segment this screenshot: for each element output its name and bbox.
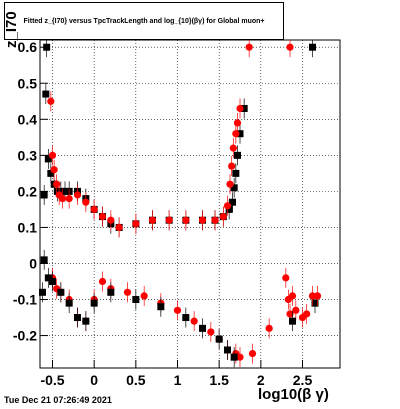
x-tick-label: 0.5 (126, 372, 146, 388)
data-point (47, 169, 55, 177)
data-point (311, 299, 319, 307)
data-point (308, 292, 317, 300)
data-point (190, 317, 198, 325)
data-point (224, 346, 231, 354)
x-tick-label: 2 (257, 372, 265, 388)
data-point (207, 328, 215, 336)
data-point (226, 180, 234, 188)
x-tick-label: 0 (90, 372, 98, 388)
data-point (248, 349, 257, 358)
data-point (40, 256, 48, 264)
data-point (73, 191, 82, 199)
data-point (313, 292, 322, 300)
y-tick-label: 0.4 (18, 111, 38, 127)
data-point (236, 353, 244, 361)
x-axis-label: log10(β γ) (258, 386, 329, 403)
data-point (286, 43, 294, 51)
data-point (240, 104, 248, 112)
data-point (57, 288, 65, 296)
data-point (123, 288, 132, 296)
data-point (182, 216, 190, 224)
data-point (265, 324, 273, 332)
data-point (82, 317, 90, 325)
data-point (61, 187, 69, 195)
data-point (58, 194, 67, 203)
data-point (173, 306, 182, 314)
data-point (225, 205, 233, 213)
data-point (44, 155, 52, 163)
data-point (50, 166, 58, 174)
data-point (228, 162, 236, 170)
data-point (245, 43, 253, 51)
data-point (230, 353, 238, 361)
data-point (233, 119, 242, 127)
data-point (40, 191, 48, 199)
data-point (90, 299, 98, 307)
data-point (53, 180, 61, 188)
data-point (288, 292, 297, 300)
data-point (230, 184, 238, 192)
data-point (74, 314, 81, 322)
data-point (42, 90, 50, 98)
data-point (157, 303, 165, 311)
x-tick-label: -0.5 (40, 372, 64, 388)
data-point (229, 198, 236, 206)
data-point (211, 216, 219, 224)
data-point (232, 130, 240, 138)
data-point (223, 202, 232, 210)
data-point (48, 151, 57, 159)
data-point (47, 97, 55, 105)
data-point (43, 43, 51, 51)
data-point (236, 104, 244, 113)
y-tick-label: 0 (29, 255, 37, 271)
y-tick-label: -0.2 (13, 328, 37, 344)
data-point (199, 324, 206, 332)
x-tick-label: 2.5 (293, 372, 313, 388)
data-point (234, 151, 241, 159)
data-point (98, 277, 107, 286)
data-point (148, 216, 157, 224)
data-point (140, 292, 148, 300)
data-point (65, 194, 73, 203)
data-point (286, 310, 294, 318)
data-point (90, 205, 98, 214)
x-tick-label: 1 (174, 372, 182, 388)
y-tick-label: 0.6 (18, 39, 38, 55)
data-point (107, 216, 115, 224)
timestamp-footer: Tue Dec 21 07:26:49 2021 (4, 395, 112, 405)
data-point (292, 306, 300, 314)
data-point (165, 216, 173, 224)
data-point (115, 223, 123, 232)
chart-title: Fitted z_{I70} versus TpcTrackLength and… (4, 2, 284, 40)
data-point (229, 144, 237, 152)
data-point (82, 198, 90, 206)
data-point (289, 317, 296, 325)
data-point (132, 296, 140, 304)
y-tick-label: 0.2 (18, 183, 38, 199)
data-point (282, 274, 290, 282)
data-point (232, 169, 240, 177)
y-tick-label: 0.1 (18, 219, 38, 235)
y-tick-label: -0.1 (13, 292, 37, 308)
data-point (182, 314, 190, 322)
data-point (132, 220, 140, 228)
data-point (107, 288, 115, 296)
data-point (219, 213, 227, 221)
data-point (39, 288, 46, 296)
data-point (236, 130, 244, 138)
data-point (303, 310, 311, 318)
x-tick-label: 1.5 (209, 372, 229, 388)
data-point (44, 274, 52, 282)
data-point (309, 43, 316, 51)
y-tick-label: 0.3 (18, 147, 38, 163)
data-point (57, 187, 65, 195)
data-point (215, 335, 223, 343)
data-point (49, 277, 56, 285)
y-tick-label: 0.5 (18, 75, 38, 91)
data-point (198, 216, 207, 224)
y-axis-label: z_I70 (3, 11, 20, 48)
data-point (65, 299, 73, 307)
data-point (98, 213, 107, 221)
